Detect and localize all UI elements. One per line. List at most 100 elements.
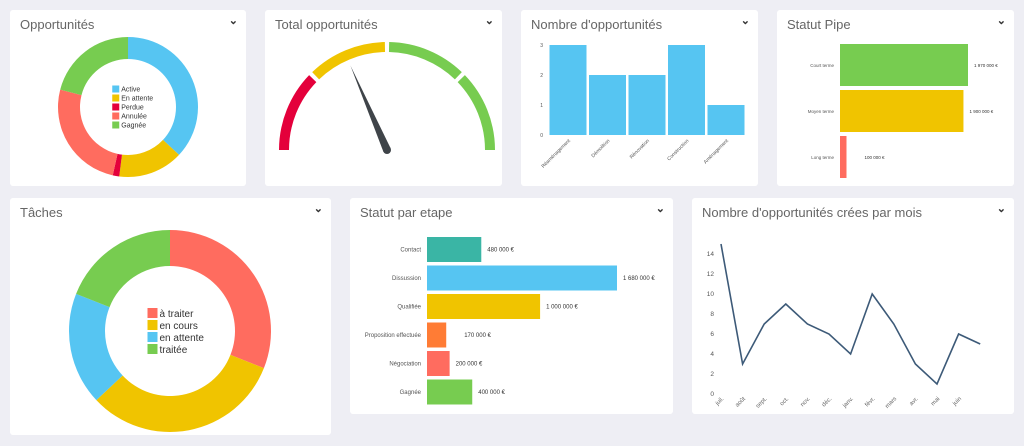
legend-swatch: [112, 103, 120, 111]
legend-label: Annulée: [121, 114, 147, 121]
y-tick: 3: [540, 43, 543, 49]
card-title: Statut par etape: [360, 205, 453, 220]
y-tick: 10: [707, 291, 715, 298]
card-opportunites: Opportunités ⌄ Active En attente Perdue Annul…: [10, 10, 246, 186]
bar: [840, 44, 968, 86]
bar: [427, 351, 450, 376]
card-title: Opportunités: [20, 17, 95, 32]
x-tick: nov.: [800, 396, 812, 408]
card-taches: Tâches ⌄ à traiter en cours en attente traité…: [10, 198, 331, 435]
legend-label: Gagnée: [121, 123, 146, 130]
x-tick: Construction: [666, 138, 690, 162]
bar: [840, 90, 964, 132]
legend-label: en cours: [160, 321, 198, 332]
donut-slice-traitée: [76, 230, 170, 308]
x-tick: Démolition: [590, 138, 611, 159]
category-label: Qualifiée: [397, 305, 421, 311]
legend-swatch: [147, 332, 158, 342]
card-total: Total opportunités ⌄: [265, 10, 502, 186]
chevron-down-icon[interactable]: ⌄: [996, 203, 1006, 215]
bar: [427, 237, 482, 262]
y-tick: 2: [710, 371, 714, 378]
card-nombre: Nombre d'opportunités ⌄ 0 1 2 3 Réaménagement D…: [521, 10, 758, 186]
y-tick: 2: [540, 73, 543, 79]
legend-label: Perdue: [121, 105, 144, 112]
pipe-chart: Court terme 1 970 000 € Moyen terme 1 900 0…: [808, 44, 998, 178]
category-label: Gagnée: [400, 390, 422, 396]
card-title: Nombre d'opportunités crées par mois: [702, 205, 922, 220]
legend-label: traitée: [160, 345, 188, 356]
x-tick: mai: [930, 396, 941, 407]
x-tick: déc.: [821, 396, 833, 408]
donut-slice-Gagnée: [60, 37, 128, 96]
x-tick: févr.: [864, 396, 876, 408]
card-pipe: Statut Pipe ⌄ Court terme 1 970 000 € Moyen …: [777, 10, 1014, 186]
legend-label: En attente: [121, 96, 153, 103]
x-tick: Réaménagement: [541, 138, 573, 170]
chevron-down-icon[interactable]: ⌄: [740, 15, 750, 27]
legend-swatch: [112, 121, 120, 129]
x-tick: mars: [885, 396, 899, 410]
bar: [549, 45, 587, 135]
legend-label: en attente: [160, 333, 205, 344]
value-label: 480 000 €: [487, 248, 514, 254]
bar: [427, 379, 473, 405]
chevron-down-icon[interactable]: ⌄: [228, 15, 238, 27]
x-tick: août: [735, 396, 748, 409]
y-tick: 8: [710, 311, 714, 318]
value-label: 1 680 000 €: [623, 276, 655, 282]
card-title: Nombre d'opportunités: [531, 17, 663, 32]
category-label: Négociation: [389, 362, 421, 368]
donut-slice-en attente: [69, 293, 123, 401]
y-tick: 0: [540, 133, 543, 139]
y-tick: 6: [710, 331, 714, 338]
etape-chart: Contact 480 000 € Dissussion 1 680 000 € Qua…: [365, 237, 655, 405]
y-tick: 12: [707, 271, 715, 278]
value-label: 170 000 €: [464, 333, 491, 339]
mois-chart: 0 2 4 6 8 10 12 14 juil. août sept. oct. nov. déc. jan…: [707, 243, 981, 410]
category-label: Court terme: [810, 63, 834, 68]
x-tick: Aménagement: [703, 138, 731, 166]
x-tick: janv.: [841, 396, 855, 410]
value-label: 100 000 €: [864, 155, 885, 160]
bar: [589, 75, 626, 135]
category-label: Contact: [400, 248, 421, 254]
y-tick: 14: [707, 251, 715, 258]
donut-slice-Perdue: [112, 153, 122, 177]
x-tick: juil.: [714, 396, 726, 408]
bar: [427, 294, 541, 319]
legend-swatch: [147, 344, 158, 354]
total-gauge: [279, 42, 495, 154]
legend-swatch: [112, 94, 120, 102]
category-label: Moyen terme: [808, 109, 835, 114]
bar: [427, 322, 447, 348]
gauge-segment: [279, 75, 317, 150]
x-tick: sept.: [755, 396, 769, 410]
x-tick: oct.: [779, 396, 790, 407]
card-title: Tâches: [20, 205, 63, 220]
chevron-down-icon[interactable]: ⌄: [484, 15, 494, 27]
x-tick: avr.: [909, 396, 920, 407]
gauge-segment: [457, 75, 495, 150]
gauge-needle: [350, 65, 391, 152]
x-tick: Rénovation: [629, 138, 651, 160]
card-etape: Statut par etape ⌄ Contact 480 000 € Dissuss…: [350, 198, 673, 414]
value-label: 400 000 €: [478, 390, 505, 396]
legend-swatch: [147, 308, 158, 318]
gauge-needle-hub: [383, 146, 391, 154]
chevron-down-icon[interactable]: ⌄: [996, 15, 1006, 27]
legend-label: Active: [121, 87, 140, 94]
bar: [628, 75, 666, 135]
chevron-down-icon[interactable]: ⌄: [313, 203, 323, 215]
gauge-segment: [312, 42, 386, 80]
value-label: 200 000 €: [456, 362, 483, 368]
chevron-down-icon[interactable]: ⌄: [655, 203, 665, 215]
donut-slice-Annulée: [57, 89, 118, 176]
card-mois: Nombre d'opportunités crées par mois ⌄ 0 2 4…: [692, 198, 1014, 414]
value-label: 1 000 000 €: [546, 305, 578, 311]
value-label: 1 900 000 €: [969, 109, 993, 114]
gauge-segment: [388, 42, 462, 80]
category-label: Dissussion: [392, 276, 421, 282]
y-tick: 4: [710, 351, 714, 358]
